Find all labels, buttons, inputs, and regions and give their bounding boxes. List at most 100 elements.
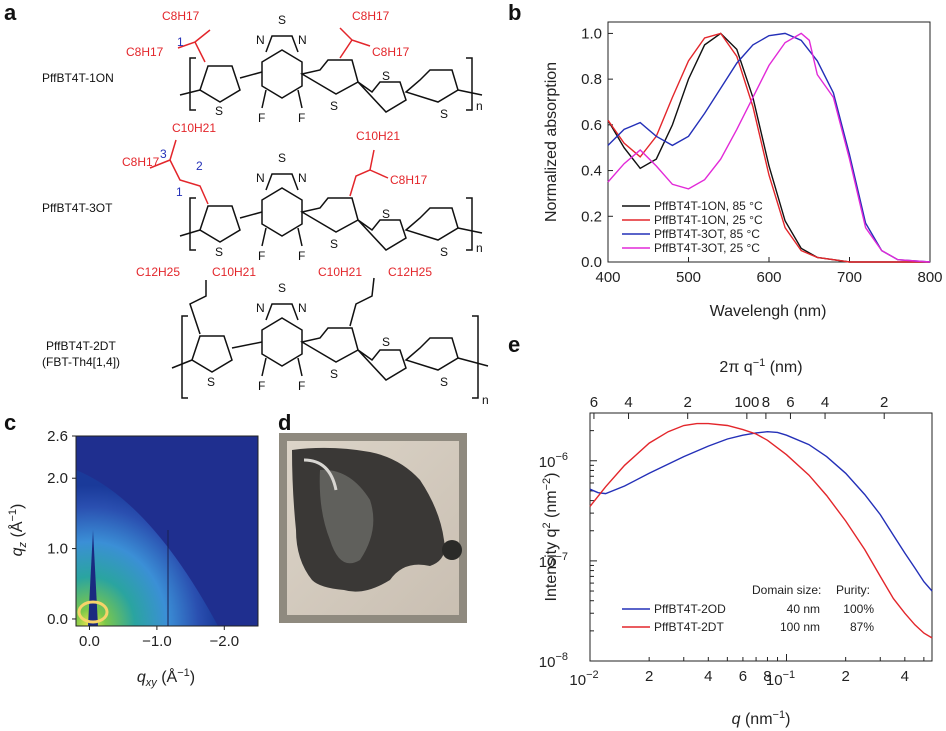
series-line xyxy=(589,430,933,592)
lamellar-peak xyxy=(77,600,109,624)
svg-text:S: S xyxy=(440,245,448,259)
y-tick-label: 2.6 xyxy=(47,428,68,445)
legend-label: PffBT4T-1ON, 85 °C xyxy=(654,199,763,213)
molecule-2: PffBT4T-3OT n S N N S F F S S S C10H21 C… xyxy=(42,121,483,263)
plot-frame xyxy=(589,412,933,662)
thiophene-ring xyxy=(299,197,359,233)
x-axis-label: qxy (Å−1) xyxy=(137,667,195,689)
y-tick-label: 10−8 xyxy=(539,651,568,671)
thiophene-ring xyxy=(199,205,241,243)
top-axis-label: 2π q−1 (nm) xyxy=(719,357,802,376)
svg-text:2: 2 xyxy=(196,159,203,173)
scattering-intensity xyxy=(76,470,218,626)
svg-text:S: S xyxy=(215,245,223,259)
y-axis-label: Intensity q2 (nm−2) xyxy=(541,473,560,602)
thiophene-ring xyxy=(404,337,459,371)
molecule-subname: (FBT-Th4[1,4]) xyxy=(42,355,120,369)
x-tick-label: 700 xyxy=(837,269,862,286)
benzothiadiazole-core xyxy=(261,49,303,99)
legend-label: PffBT4T-2OD xyxy=(654,602,726,616)
top-tick-label: 6 xyxy=(786,394,794,411)
x-minor-tick-label: 4 xyxy=(901,668,909,685)
side-chain-label: C8H17 xyxy=(372,45,410,59)
y-tick-label: 0.4 xyxy=(581,163,602,180)
svg-text:S: S xyxy=(330,367,338,381)
table-header: Purity: xyxy=(836,583,870,597)
y-axis-label: Normalized absorption xyxy=(543,62,560,222)
y-tick-label: 1.0 xyxy=(47,541,68,558)
thiophene-ring xyxy=(357,81,407,113)
y-tick-label: 0.8 xyxy=(581,71,602,88)
side-chain-label: C8H17 xyxy=(352,9,390,23)
svg-text:S: S xyxy=(382,207,390,221)
table-header: Domain size: xyxy=(752,583,821,597)
molecule-name: PffBT4T-2DT xyxy=(46,339,116,353)
series-line xyxy=(607,32,931,263)
svg-text:n: n xyxy=(476,241,483,255)
legend-label: PffBT4T-3OT, 85 °C xyxy=(654,227,760,241)
thiophene-ring xyxy=(299,59,359,95)
svg-text:N: N xyxy=(256,33,265,47)
x-minor-tick-label: 8 xyxy=(763,668,771,685)
y-tick-label: 10−7 xyxy=(539,551,568,571)
x-minor-tick-label: 6 xyxy=(739,668,747,685)
svg-text:S: S xyxy=(207,375,215,389)
svg-text:C8H17: C8H17 xyxy=(390,173,428,187)
axis-ticks: 400 500 600 700 800 0.0 0.2 0.4 0.6 0.8 1.0 xyxy=(581,25,942,286)
svg-text:S: S xyxy=(330,237,338,251)
rsoxs-chart: 10−2 10−12 4 6 8 2 410−810−710−66 4 2 100 8 6 4 2 q (… xyxy=(539,357,933,728)
series-line xyxy=(607,32,931,263)
svg-text:C10H21: C10H21 xyxy=(172,121,216,135)
panel-label-d: d xyxy=(278,410,291,435)
thiophene-ring xyxy=(404,207,459,241)
series-lines xyxy=(607,32,931,263)
svg-text:S: S xyxy=(278,281,286,295)
svg-text:S: S xyxy=(278,151,286,165)
thiophene-ring xyxy=(199,65,241,103)
axis-ticks: 10−2 10−12 4 6 8 2 410−810−710−66 4 2 100 8 6 4 2 xyxy=(539,394,925,689)
x-tick-label: 10−1 xyxy=(766,669,795,689)
x-tick-label: 800 xyxy=(917,269,942,286)
repeat-n: n xyxy=(476,99,483,113)
axis-ticks: 0.0 −1.0 −2.0 0.0 1.0 2.0 2.6 xyxy=(47,428,239,650)
molecule-name: PffBT4T-1ON xyxy=(42,71,114,85)
top-tick-label: 4 xyxy=(821,394,829,411)
purity: 87% xyxy=(850,620,874,634)
series-lines xyxy=(589,422,933,639)
panel-label-a: a xyxy=(4,0,17,25)
molecule-name: PffBT4T-3OT xyxy=(42,201,113,215)
series-line xyxy=(589,422,933,639)
svg-text:1: 1 xyxy=(176,185,183,199)
benzothiadiazole-core xyxy=(261,317,303,367)
x-tick-label: −1.0 xyxy=(142,633,172,650)
bracket-left xyxy=(189,57,196,111)
svg-text:N: N xyxy=(256,301,265,315)
thiophene-ring xyxy=(357,349,407,381)
svg-text:F: F xyxy=(298,111,305,125)
svg-text:n: n xyxy=(482,393,489,407)
svg-text:F: F xyxy=(258,249,265,263)
y-tick-label: 0.0 xyxy=(581,254,602,271)
svg-text:C10H21: C10H21 xyxy=(318,265,362,279)
y-tick-label: 2.0 xyxy=(47,470,68,487)
y-tick-label: 0.0 xyxy=(47,611,68,628)
position-label: 1 xyxy=(177,35,184,49)
svg-text:F: F xyxy=(298,249,305,263)
svg-text:S: S xyxy=(440,107,448,121)
bracket-right xyxy=(466,57,473,111)
film-droplet xyxy=(442,540,462,560)
svg-text:F: F xyxy=(258,379,265,393)
giwaxs-map: 0.0 −1.0 −2.0 0.0 1.0 2.0 2.6 qxy (Å−1) qz (Å−… xyxy=(7,428,259,689)
top-tick-label: 4 xyxy=(624,394,632,411)
legend-label: PffBT4T-2DT xyxy=(654,620,724,634)
thiophene-ring xyxy=(357,219,407,251)
svg-text:C8H17: C8H17 xyxy=(122,155,160,169)
top-tick-label: 100 xyxy=(734,394,759,411)
svg-text:S: S xyxy=(330,99,338,113)
domain-size: 100 nm xyxy=(780,620,820,634)
absorption-chart: 400 500 600 700 800 0.0 0.2 0.4 0.6 0.8 1.0 Wavele… xyxy=(543,21,943,320)
thiophene-ring xyxy=(191,335,233,373)
domain-size: 40 nm xyxy=(787,602,820,616)
